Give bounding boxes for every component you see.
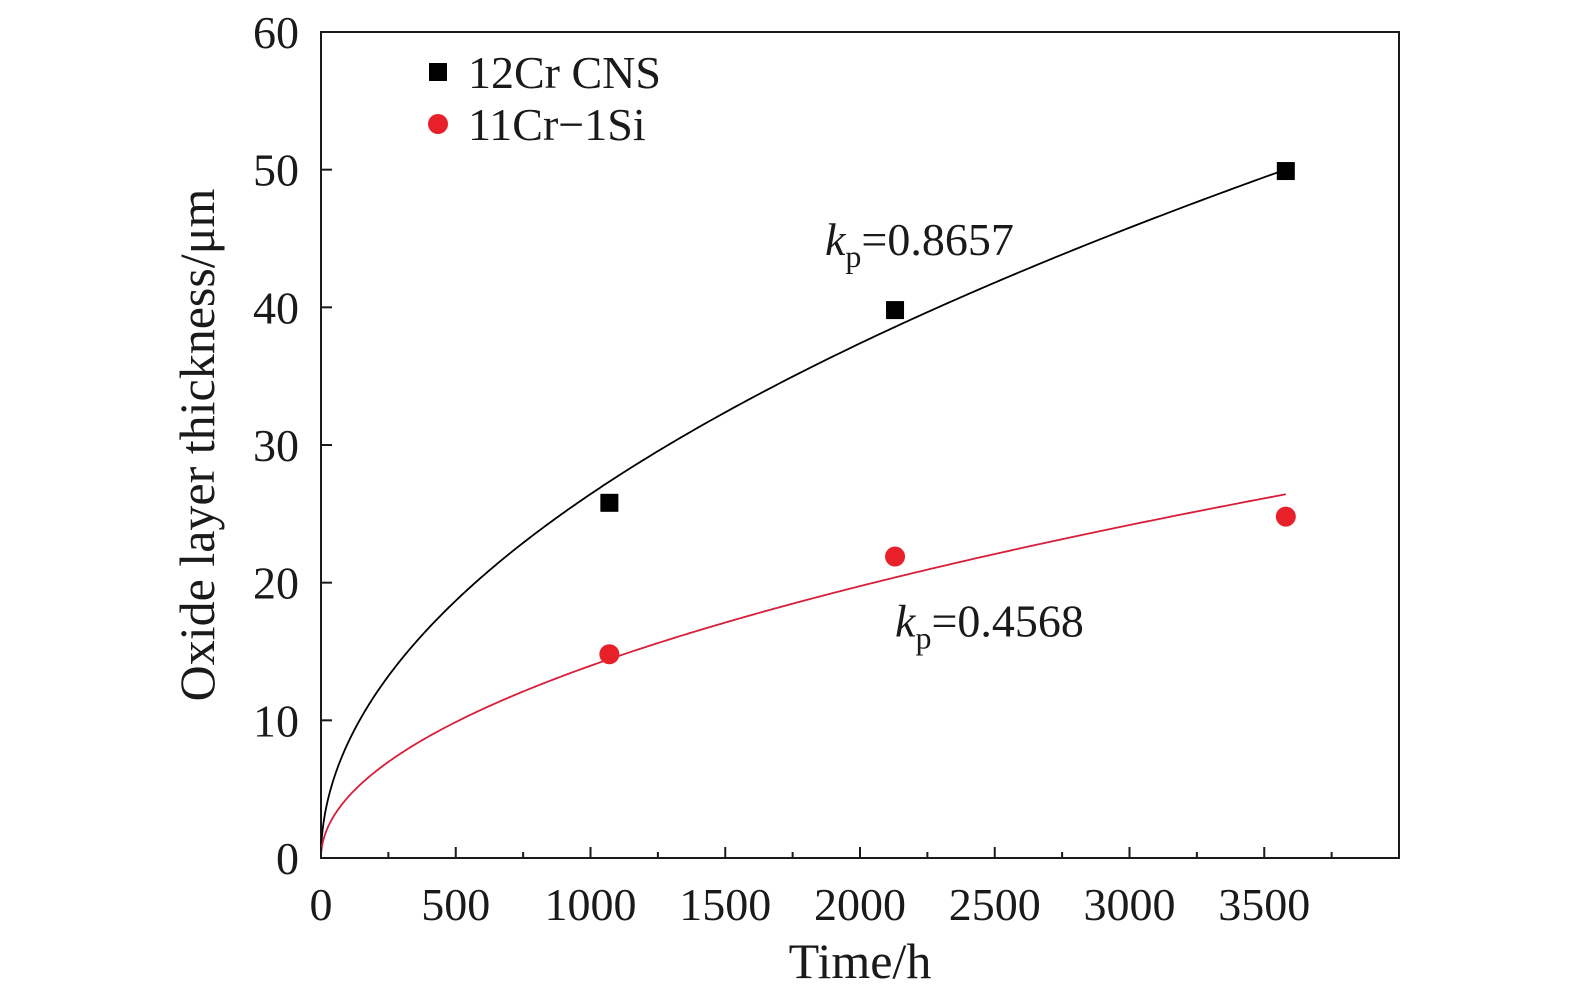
y-tick-label: 0 [276,833,299,884]
y-axis-title: Oxide layer thickness/μm [169,188,225,701]
y-tick-label: 60 [253,7,299,58]
x-tick-label: 3000 [1084,879,1176,930]
axis-ticks: 0 500 1000 1500 2000 2500 3000 3500 0 10 20 30 40 50 6… [253,7,1333,930]
x-tick-label: 2000 [814,879,906,930]
x-tick-label: 0 [310,879,333,930]
point-circle [885,546,906,567]
fit-annotations: kp=0.8657 kp=0.4568 [825,214,1084,655]
x-tick-label: 500 [421,879,490,930]
x-tick-label: 1500 [679,879,771,930]
y-tick-label: 20 [253,558,299,609]
data-points [599,162,1296,665]
y-tick-label: 10 [253,695,299,746]
fit-curve-1 [320,168,1287,859]
legend-marker-circle [428,114,448,134]
x-tick-label: 3500 [1218,879,1310,930]
point-circle [1275,506,1296,527]
legend-marker-square [429,63,447,81]
point-square [600,493,619,512]
y-tick-label: 50 [253,145,299,196]
kp-annotation-2: kp=0.4568 [895,595,1084,655]
x-axis-title: Time/h [789,933,932,989]
legend-label: 12Cr CNS [468,47,661,98]
point-circle [599,644,620,665]
y-tick-label: 40 [253,282,299,333]
point-square [886,301,905,320]
y-tick-label: 30 [253,420,299,471]
plot-frame [320,31,1400,859]
fit-curves [320,168,1287,859]
fit-curve-2 [320,493,1286,859]
legend-label: 11Cr−1Si [468,99,646,150]
point-square [1276,162,1295,181]
x-tick-label: 2500 [949,879,1041,930]
x-tick-label: 1000 [545,879,637,930]
kp-annotation-1: kp=0.8657 [825,214,1014,274]
